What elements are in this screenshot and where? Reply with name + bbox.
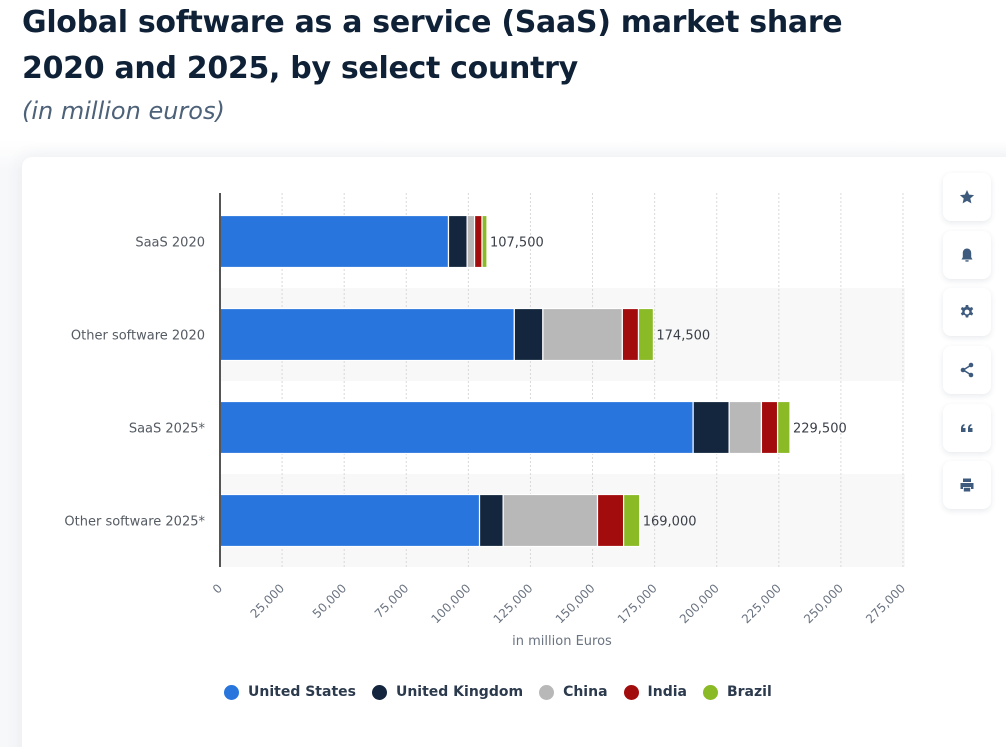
- bar-segment[interactable]: [692, 400, 730, 455]
- total-label: 107,500: [490, 236, 544, 251]
- share-icon: [960, 362, 974, 378]
- legend-item[interactable]: Brazil: [702, 684, 772, 700]
- bar-segment[interactable]: [219, 307, 515, 362]
- y-axis-label: Other software 2020: [71, 329, 205, 344]
- legend-label: United Kingdom: [395, 684, 524, 700]
- total-labels: 107,500 174,500 229,500 169,000: [490, 236, 847, 530]
- bar-segment[interactable]: [473, 214, 483, 269]
- total-label: 174,500: [656, 329, 710, 344]
- bar-segment[interactable]: [776, 400, 791, 455]
- settings-button[interactable]: [943, 288, 991, 336]
- notification-button[interactable]: [943, 231, 991, 279]
- legend-item[interactable]: China: [539, 684, 608, 700]
- bar-segment[interactable]: [219, 493, 481, 548]
- page-title: Global software as a service (SaaS) mark…: [22, 5, 843, 86]
- legend-item[interactable]: United States: [224, 684, 356, 700]
- x-axis-tick-label: 275,000: [863, 581, 908, 626]
- legend-marker-icon: [702, 684, 718, 700]
- x-axis-tick-label: 75,000: [372, 581, 412, 621]
- x-axis-tick-label: 250,000: [801, 581, 846, 626]
- bar-segment[interactable]: [621, 307, 640, 362]
- bar-segment[interactable]: [622, 493, 641, 548]
- total-label: 169,000: [643, 515, 697, 530]
- bar-segment[interactable]: [513, 307, 544, 362]
- x-axis-tick-label: 225,000: [739, 581, 784, 626]
- quote-icon: [961, 424, 973, 432]
- legend-marker-icon: [371, 684, 387, 700]
- x-axis-tick-label: 125,000: [491, 581, 536, 626]
- y-axis-label: Other software 2025*: [64, 515, 205, 530]
- favorite-button[interactable]: [943, 173, 991, 221]
- total-label: 229,500: [793, 422, 847, 437]
- x-axis-tick-labels: 0 25,000 50,000 75,000 100,000 125,000 150,000…: [210, 581, 908, 626]
- x-axis-tick-label: 25,000: [248, 581, 288, 621]
- page-subtitle: (in million euros): [22, 97, 225, 125]
- bar-segment[interactable]: [219, 214, 450, 269]
- bar-segment[interactable]: [447, 214, 468, 269]
- x-axis-tick-label: 175,000: [615, 581, 660, 626]
- x-axis-tick-label: 0: [210, 581, 225, 596]
- bar-segment[interactable]: [466, 214, 476, 269]
- legend-label: India: [647, 684, 687, 700]
- x-axis-title: in million Euros: [512, 634, 612, 649]
- gear-icon: [960, 305, 974, 318]
- bar-segment[interactable]: [596, 493, 625, 548]
- legend-marker-icon: [224, 684, 239, 700]
- chart-legend: United States United Kingdom China India Bra…: [224, 684, 788, 700]
- bar-segment[interactable]: [219, 400, 694, 455]
- x-axis-tick-label: 50,000: [310, 581, 350, 621]
- print-button[interactable]: [943, 461, 991, 509]
- share-button[interactable]: [943, 346, 991, 394]
- y-axis-label: SaaS 2025*: [129, 422, 206, 437]
- bar-segment[interactable]: [502, 493, 599, 548]
- legend-label: Brazil: [726, 684, 772, 700]
- legend-label: China: [563, 684, 608, 700]
- x-axis-tick-label: 200,000: [677, 581, 722, 626]
- y-axis-labels: SaaS 2020 Other software 2020 SaaS 2025* Ot…: [64, 236, 205, 530]
- bar-segment[interactable]: [542, 307, 623, 362]
- y-axis-label: SaaS 2020: [135, 236, 205, 251]
- bar-segment[interactable]: [760, 400, 779, 455]
- legend-marker-icon: [623, 684, 639, 700]
- cite-button[interactable]: [943, 404, 991, 452]
- printer-icon: [960, 478, 974, 492]
- bell-icon: [961, 248, 973, 262]
- bar-segment[interactable]: [637, 307, 654, 362]
- legend-marker-icon: [539, 684, 555, 700]
- bar-segment[interactable]: [728, 400, 763, 455]
- legend-label: United States: [248, 684, 356, 700]
- bar-segment[interactable]: [481, 214, 488, 269]
- star-icon: [959, 190, 975, 204]
- x-axis-tick-label: 100,000: [428, 581, 473, 626]
- legend-item[interactable]: United Kingdom: [371, 684, 524, 700]
- x-axis-tick-label: 150,000: [553, 581, 598, 626]
- bar-segment[interactable]: [478, 493, 504, 548]
- legend-item[interactable]: India: [623, 684, 687, 700]
